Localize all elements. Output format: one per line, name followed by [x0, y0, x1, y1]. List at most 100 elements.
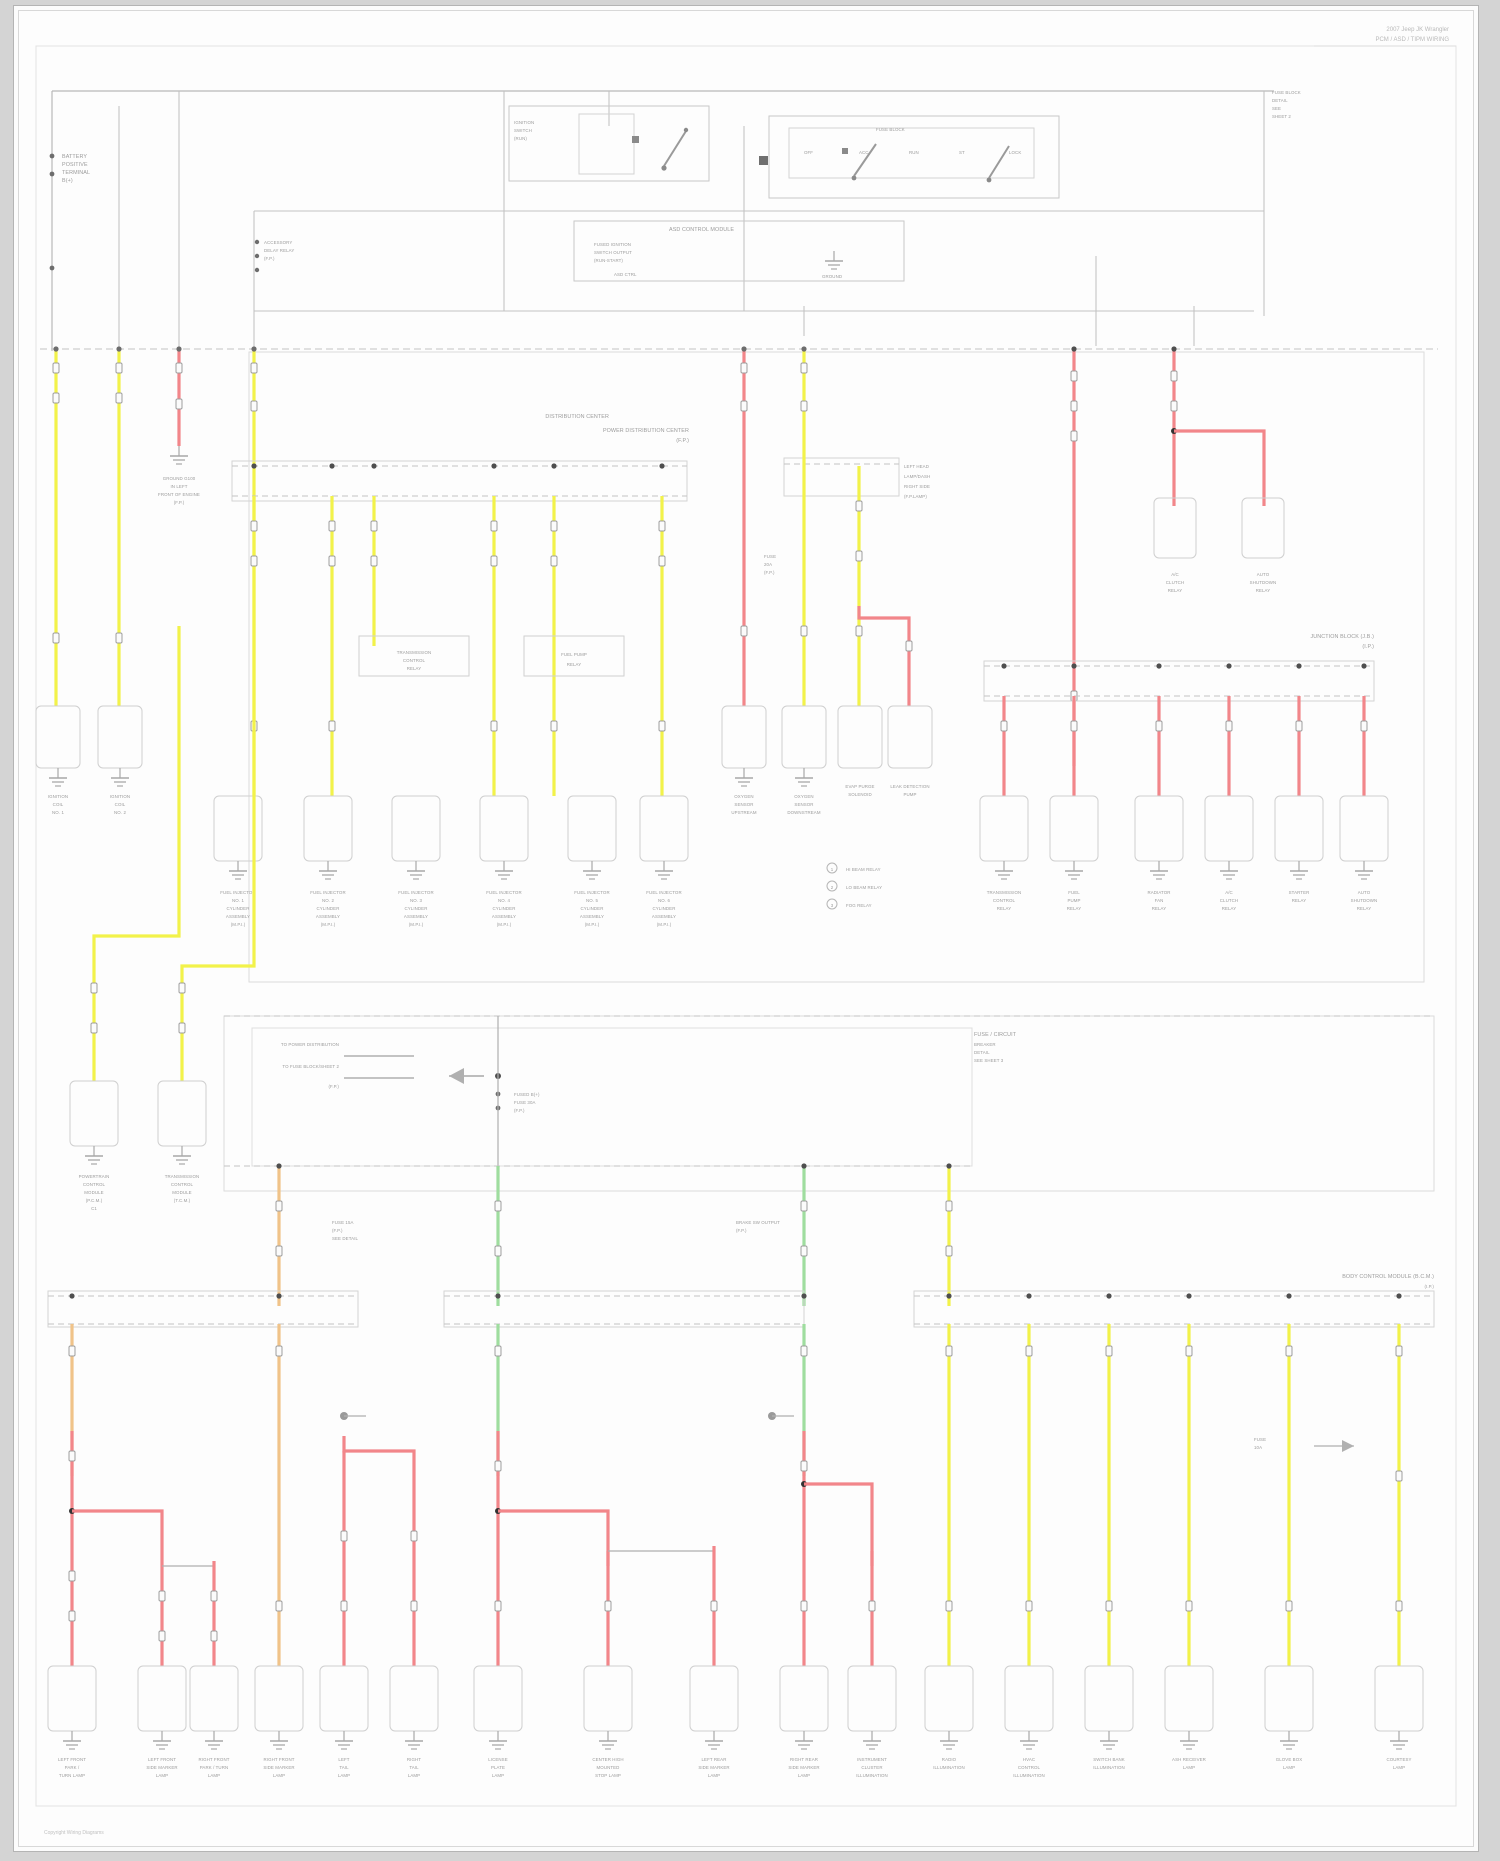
title-block: 2007 Jeep JK Wrangler PCM / ASD / TIPM W… [1314, 27, 1456, 47]
mid-section-frame: TO POWER DISTRIBUTION TO FUSE BLOCK/SHEE… [223, 1015, 1435, 1192]
right-relay-b-l2: SHUTDOWN [1250, 580, 1277, 585]
ground-g100-l3: FRONT OF ENGINE [158, 492, 200, 497]
submodule-a-l3: RELAY [407, 666, 422, 671]
center-wires: FUSE 20A (F.P.) [740, 346, 913, 706]
fuse-note-l4: SHEET 2 [1272, 114, 1291, 119]
submodule-boxes-left: TRANSMISSION CONTROL RELAY FUEL PUMP REL… [358, 635, 625, 677]
component-row-4-relays: TRANSMISSION CONTROL RELAY FUEL PUMP REL… [979, 795, 1389, 911]
footer: Copyright Wiring Diagrams [44, 1830, 104, 1836]
component-box: FUEL INJECTOR NO. 1 CYLINDER ASSEMBLY (M… [213, 795, 263, 927]
top-right-fuse-note: FUSE BLOCK DETAIL SEE SHEET 2 [1272, 90, 1301, 119]
legend-key-2: 2 [831, 885, 834, 890]
inj3-l3: CYLINDER [404, 906, 427, 911]
bc4-l2: SIDE MARKER [263, 1765, 294, 1770]
component-row-3-sensors: OXYGEN SENSOR UPSTREAM OXYGEN SENSOR DOW… [721, 705, 933, 815]
right-note-l1: FUSE [1254, 1437, 1266, 1442]
tipm-caption-l2: (I.P.) [1424, 1284, 1434, 1289]
sensor3-l2: SOLENOID [848, 792, 872, 797]
submodule-b-l1: FUEL PUMP [561, 652, 587, 657]
relay6-l1: AUTO [1358, 890, 1371, 895]
junction-block-bus: JUNCTION BLOCK (J.B.) (I.P.) [983, 634, 1375, 702]
wire-yellow-1 [52, 346, 60, 706]
component-box: RIGHT FRONT PARK / TURN LAMP [189, 1665, 239, 1778]
mid-note-f: (F.P.) [514, 1108, 525, 1113]
component-box: RADIO ILLUMINATION [924, 1665, 974, 1770]
row1-c2-l3: NO. 2 [114, 810, 126, 815]
relay2-l1: FUEL [1068, 890, 1080, 895]
inj4-l2: NO. 4 [498, 898, 510, 903]
conn-label-a: ACCESSORY [264, 240, 292, 245]
legend-key-1: 1 [831, 867, 834, 872]
inj3-l4: ASSEMBLY [404, 914, 428, 919]
top-power-rails [51, 90, 1274, 351]
component-box: TRANSMISSION CONTROL MODULE (T.C.M.) [157, 1080, 207, 1203]
relay3-l1: RADIATOR [1147, 890, 1170, 895]
bc14-l2: ILLUMINATION [1093, 1765, 1125, 1770]
component-box: RIGHT REAR SIDE MARKER LAMP [779, 1665, 829, 1778]
relay6-l3: RELAY [1357, 906, 1372, 911]
inj3-l1: FUEL INJECTOR [398, 890, 433, 895]
right-relay-b-l3: RELAY [1256, 588, 1271, 593]
component-box: OXYGEN SENSOR DOWNSTREAM [781, 705, 827, 815]
inj2-l3: CYLINDER [316, 906, 339, 911]
lower-bus-left [47, 1290, 359, 1328]
bc2-l3: LAMP [156, 1773, 168, 1778]
fuse-pin-off: OFF [804, 150, 813, 155]
submodule-a-l1: TRANSMISSION [397, 650, 432, 655]
bc1-l2: PARK / [65, 1765, 80, 1770]
sensor4-l1: LEAK DETECTION [890, 784, 929, 789]
bc2-l2: SIDE MARKER [146, 1765, 177, 1770]
bc9-l2: SIDE MARKER [698, 1765, 729, 1770]
bc7-l3: LAMP [492, 1773, 504, 1778]
component-box: FUEL INJECTOR NO. 2 CYLINDER ASSEMBLY (M… [303, 795, 353, 927]
tcm-l4: (T.C.M.) [174, 1198, 191, 1203]
inj4-l3: CYLINDER [492, 906, 515, 911]
bc11-l2: CLUSTER [861, 1765, 882, 1770]
lower-bus-right: BODY CONTROL MODULE (B.C.M.) (I.P.) [913, 1274, 1435, 1328]
bc5-l2: TAIL [339, 1765, 349, 1770]
right-relay-a-l1: A/C [1171, 572, 1179, 577]
component-box: POWERTRAIN CONTROL MODULE (P.C.M.) C1 [69, 1080, 119, 1211]
fuse-block-title: FUSE BLOCK [876, 127, 905, 132]
bc10-l1: RIGHT REAR [790, 1757, 818, 1762]
bc8-l1: CENTER HIGH [592, 1757, 623, 1762]
component-box: INSTRUMENT CLUSTER ILLUMINATION [847, 1665, 897, 1778]
inj2-l2: NO. 2 [322, 898, 334, 903]
sensor2-l3: DOWNSTREAM [787, 810, 820, 815]
ground-g100-l1: GROUND G100 [163, 476, 196, 481]
ipm-caption-l3: RIGHT SIDE [904, 484, 930, 489]
component-box: LEAK DETECTION PUMP [887, 705, 933, 797]
ipm-caption-l1: LEFT HEAD [904, 464, 929, 469]
bc6-l2: TAIL [409, 1765, 419, 1770]
mid-note-e: FUSE 30A [514, 1100, 536, 1105]
component-box: FUEL INJECTOR NO. 5 CYLINDER ASSEMBLY (M… [567, 795, 617, 927]
relay4-l3: RELAY [1222, 906, 1237, 911]
conn-label-b: DELAY RELAY [264, 248, 294, 253]
asd-control-module: ASD CONTROL MODULE FUSED IGNITION SWITCH… [573, 220, 905, 282]
bc10-l2: SIDE MARKER [788, 1765, 819, 1770]
ipm-caption-l4: (F.P.LAMP) [904, 494, 927, 499]
asd-ground-label: GROUND [822, 274, 842, 279]
lower-note-b2: (F.P.) [736, 1228, 747, 1233]
component-box: LEFT REAR SIDE MARKER LAMP [689, 1665, 739, 1778]
title-line-1: 2007 Jeep JK Wrangler [1386, 27, 1449, 33]
asd-module-title: ASD CONTROL MODULE [669, 227, 734, 233]
relay5-l1: STARTER [1289, 890, 1310, 895]
bc7-l1: LICENSE [488, 1757, 508, 1762]
footer-text: Copyright Wiring Diagrams [44, 1830, 104, 1836]
inj3-l2: NO. 3 [410, 898, 422, 903]
bc1-l3: TURN LAMP [59, 1773, 85, 1778]
bc8-l2: MOUNTED [597, 1765, 620, 1770]
inj4-l1: FUEL INJECTOR [486, 890, 521, 895]
tcm-l1: TRANSMISSION [165, 1174, 200, 1179]
paper-inner-border [18, 10, 1474, 1847]
lower-bus-center [443, 1290, 805, 1328]
wire-green-1 [494, 1166, 502, 1306]
inj6-l5: (M.P.I.) [657, 922, 672, 927]
component-row-1: IGNITION COIL NO. 1 IGNITION COIL NO. 2 [35, 705, 143, 815]
bc3-l2: PARK / TURN [200, 1765, 229, 1770]
inj4-l5: (M.P.I.) [497, 922, 512, 927]
inj5-l5: (M.P.I.) [585, 922, 600, 927]
wire-yellow-2 [115, 346, 123, 706]
relay3-l3: RELAY [1152, 906, 1167, 911]
